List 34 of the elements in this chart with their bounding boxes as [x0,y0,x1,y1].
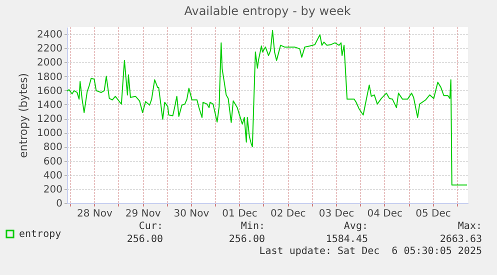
y-tick-label: 1600 [37,86,62,97]
text: Cur: [138,221,163,232]
y-tick-label: 1200 [37,114,62,126]
y-tick-label: 1000 [37,128,62,140]
y-tick-label: 2400 [37,30,62,41]
x-tick-label: 29 Nov [125,208,161,220]
y-tick-label: 1800 [37,72,62,83]
line-series [66,30,468,186]
chart-title: Available entropy - by week [184,4,351,18]
y-tick-label: 600 [43,156,62,168]
text: Min: [240,221,265,232]
text: Max: [458,221,482,232]
y-tick-label: 200 [43,184,62,196]
text: 256.00 [228,234,265,245]
y-tick-label: 400 [43,170,62,182]
y-tick-label: 0 [56,198,62,210]
y-tick-label: 2200 [37,44,62,55]
x-tick-label: 02 Dec [270,208,306,220]
x-tick-label: 05 Dec [416,208,451,220]
x-tick-label: 28 Nov [76,208,112,220]
text: Avg: [344,221,368,232]
text: 2663.63 [440,234,482,245]
x-tick-label: 01 Dec [222,208,258,220]
legend-label: entropy [19,229,62,240]
x-tick-label: 04 Dec [367,208,403,220]
x-tick-label: 30 Nov [174,208,210,220]
y-tick-label: 1400 [37,100,62,111]
text: Last update: Sat Dec 6 05:30:05 2025 [259,246,482,257]
y-axis-title: entropy (bytes) [17,73,30,158]
text: 256.00 [126,234,163,245]
x-tick-label: 03 Dec [318,208,354,220]
y-tick-label: 2000 [37,58,62,69]
text: 1584.45 [326,234,368,245]
y-tick-label: 800 [43,142,62,154]
